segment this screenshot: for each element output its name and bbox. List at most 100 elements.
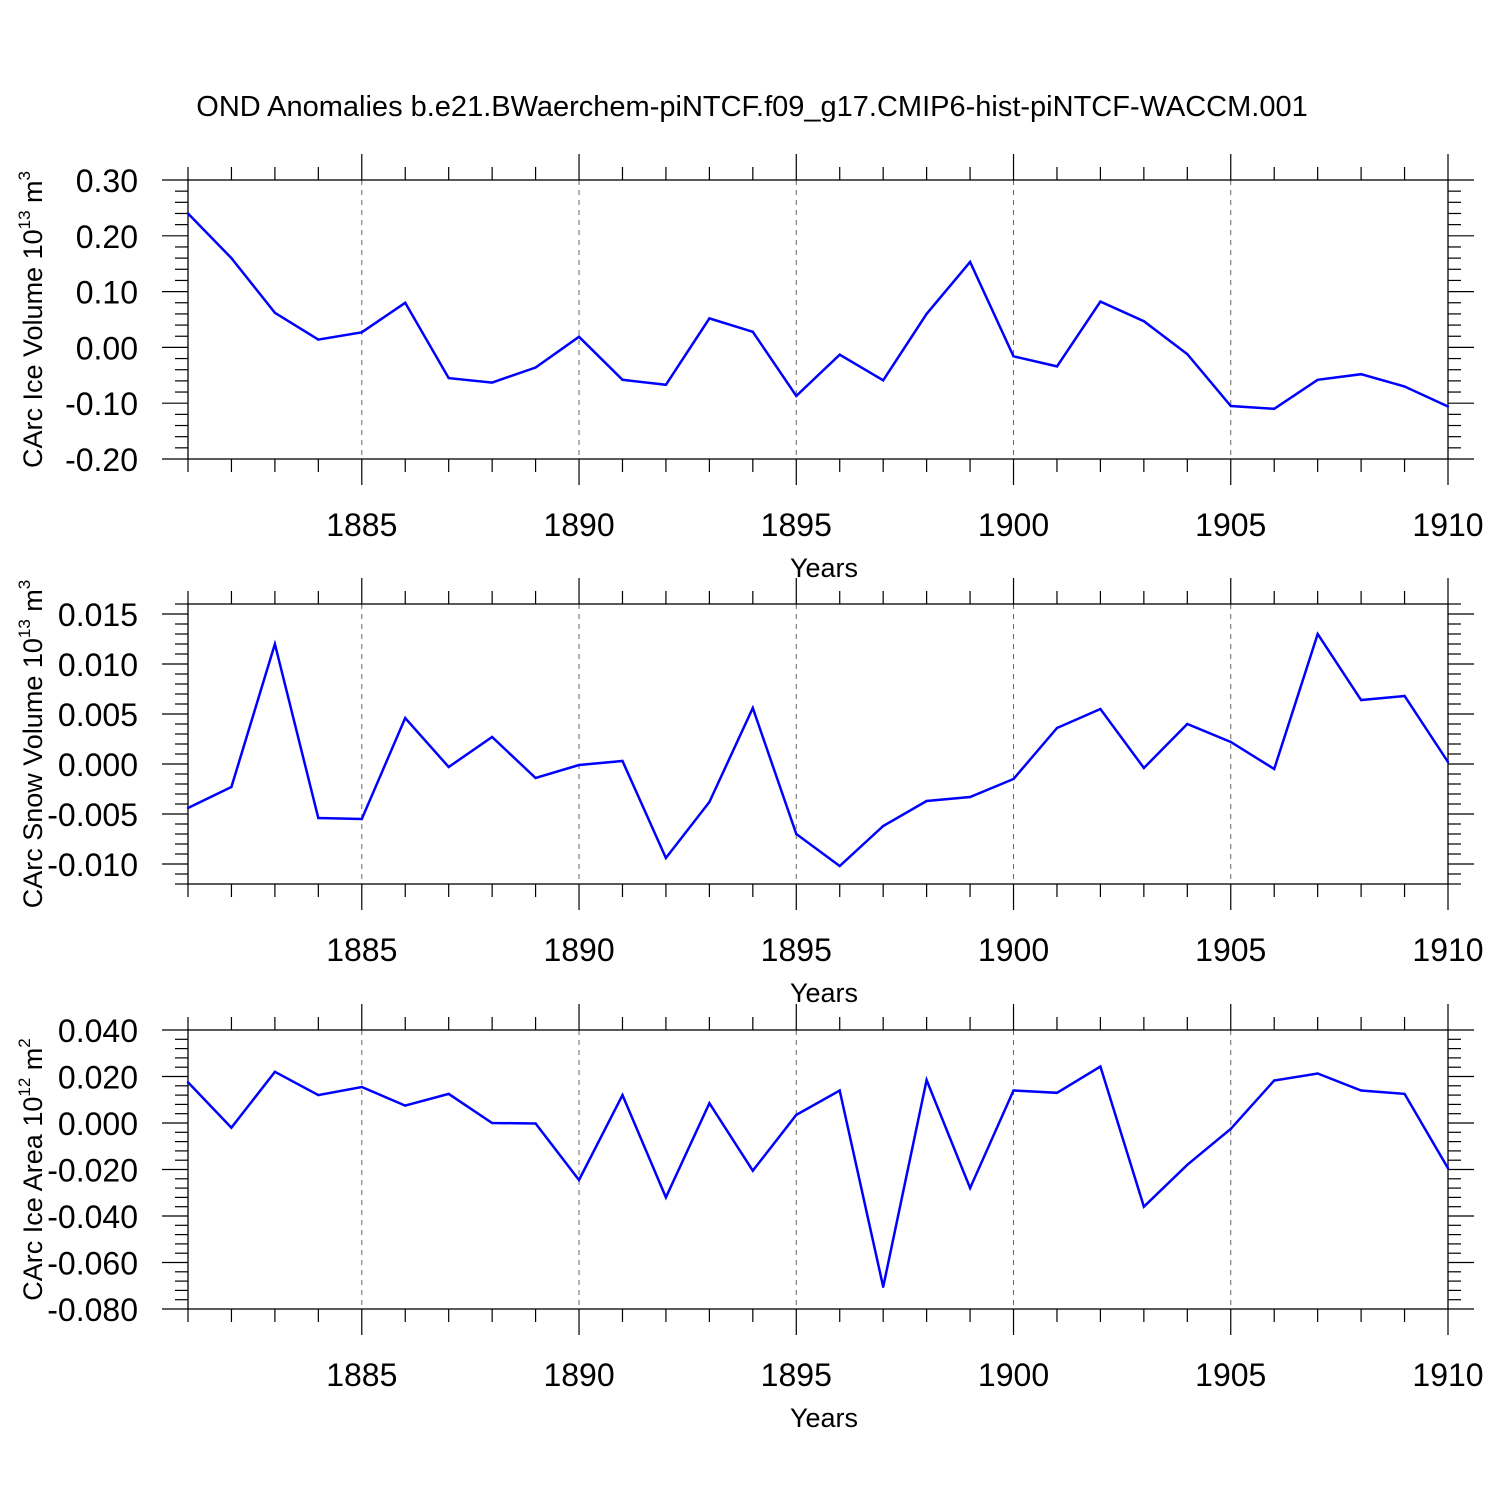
y-tick-label: -0.005 [47,797,138,833]
data-point [490,735,494,739]
x-tick-label: 1895 [761,507,832,543]
data-point [838,1089,841,1092]
data-point [968,795,972,799]
data-point [1142,766,1146,770]
y-tick-label: 0.00 [76,330,138,366]
data-point [186,1081,190,1084]
data-point [881,379,885,382]
x-tick-label: 1910 [1412,507,1483,543]
data-point [708,317,711,320]
data-point [968,260,972,264]
data-point [317,1093,320,1097]
data-point [1055,1091,1059,1094]
data-point [708,1102,711,1105]
data-point [577,335,581,338]
y-tick-label: 0.10 [76,275,138,311]
data-point [1186,722,1189,726]
data-point [534,366,537,369]
data-point [577,763,581,767]
data-point [230,785,233,789]
data-point [1229,404,1232,408]
y-tick-label: 0.010 [58,647,138,683]
data-point [925,312,928,316]
data-point [1055,365,1059,368]
data-point [708,800,711,804]
data-point [404,1104,407,1107]
y-axis-label: CArc Ice Area 1012 m2 [15,1038,48,1301]
data-point [360,1085,363,1089]
data-point [838,353,841,356]
y-tick-label: 0.020 [58,1060,138,1096]
y-tick-label: -0.010 [47,847,138,883]
y-tick-label: 0.30 [76,163,138,199]
y-axis-label-exponent: 13 [15,619,34,638]
panel-ice-area: 1885 1890 1895 1900 1905 1910 0.040 0.020 0.000 -… [15,1004,1484,1433]
data-point [751,330,755,333]
data-point [1229,1127,1232,1131]
y-tick-label: -0.020 [47,1153,138,1189]
data-point [1186,1163,1189,1167]
x-tick-label: 1890 [543,1357,614,1393]
data-point [273,642,277,646]
y-tick-label: -0.040 [47,1199,138,1235]
y-tick-label: -0.20 [65,442,138,478]
data-point [664,856,668,860]
y-tick-label: 0.040 [58,1013,138,1049]
x-tick-label: 1890 [543,932,614,968]
data-point [925,1078,928,1082]
series-line [187,631,1450,868]
data-point [664,383,668,386]
plot-frame [187,1029,1449,1310]
data-point [881,824,885,828]
data-point [1099,1065,1102,1068]
y-axis-label-unit: m [18,589,48,619]
data-point [230,1126,233,1129]
data-point [447,765,450,769]
data-point [795,1113,798,1117]
data-point [1403,694,1406,698]
y-tick-label: 0.005 [58,697,138,733]
data-point [968,1186,972,1190]
data-point [1012,777,1015,781]
data-point [925,799,928,803]
data-point [534,1122,537,1125]
y-axis-label: CArc Snow Volume 1013 m3 [15,580,48,909]
data-point [186,806,190,810]
x-tick-label: 1905 [1195,932,1266,968]
data-point [1012,355,1015,358]
data-point [1446,405,1450,408]
y-axis-label-exponent: 12 [15,1078,34,1097]
y-tick-label: 0.000 [58,1106,138,1142]
data-point [1229,740,1232,744]
x-axis-label: Years [790,553,858,583]
data-point [577,1178,581,1182]
data-point [1142,319,1146,323]
y-axis-label-unit: m [18,1048,48,1078]
data-point [1055,726,1059,730]
data-point [1359,372,1363,376]
data-point [1359,698,1363,702]
data-point [795,394,798,398]
data-point [751,706,755,710]
y-tick-label: -0.060 [47,1246,138,1282]
data-point [1446,1167,1450,1170]
data-point [447,376,450,380]
data-point [621,1093,624,1097]
x-tick-label: 1900 [978,1357,1049,1393]
data-point [1273,767,1276,771]
x-tick-label: 1895 [761,932,832,968]
data-point [1316,1072,1319,1075]
data-point [404,716,407,720]
x-tick-label: 1900 [978,932,1049,968]
x-tick-label: 1910 [1412,932,1483,968]
y-axis-label-text: CArc Ice Area 10 [18,1097,48,1301]
data-point [1273,1079,1276,1082]
data-point [273,311,277,315]
plot-frame [187,603,1449,885]
x-tick-label: 1885 [326,1357,397,1393]
x-tick-label: 1895 [761,1357,832,1393]
data-point [1099,300,1102,303]
y-tick-label: 0.000 [58,747,138,783]
data-point [230,256,233,260]
